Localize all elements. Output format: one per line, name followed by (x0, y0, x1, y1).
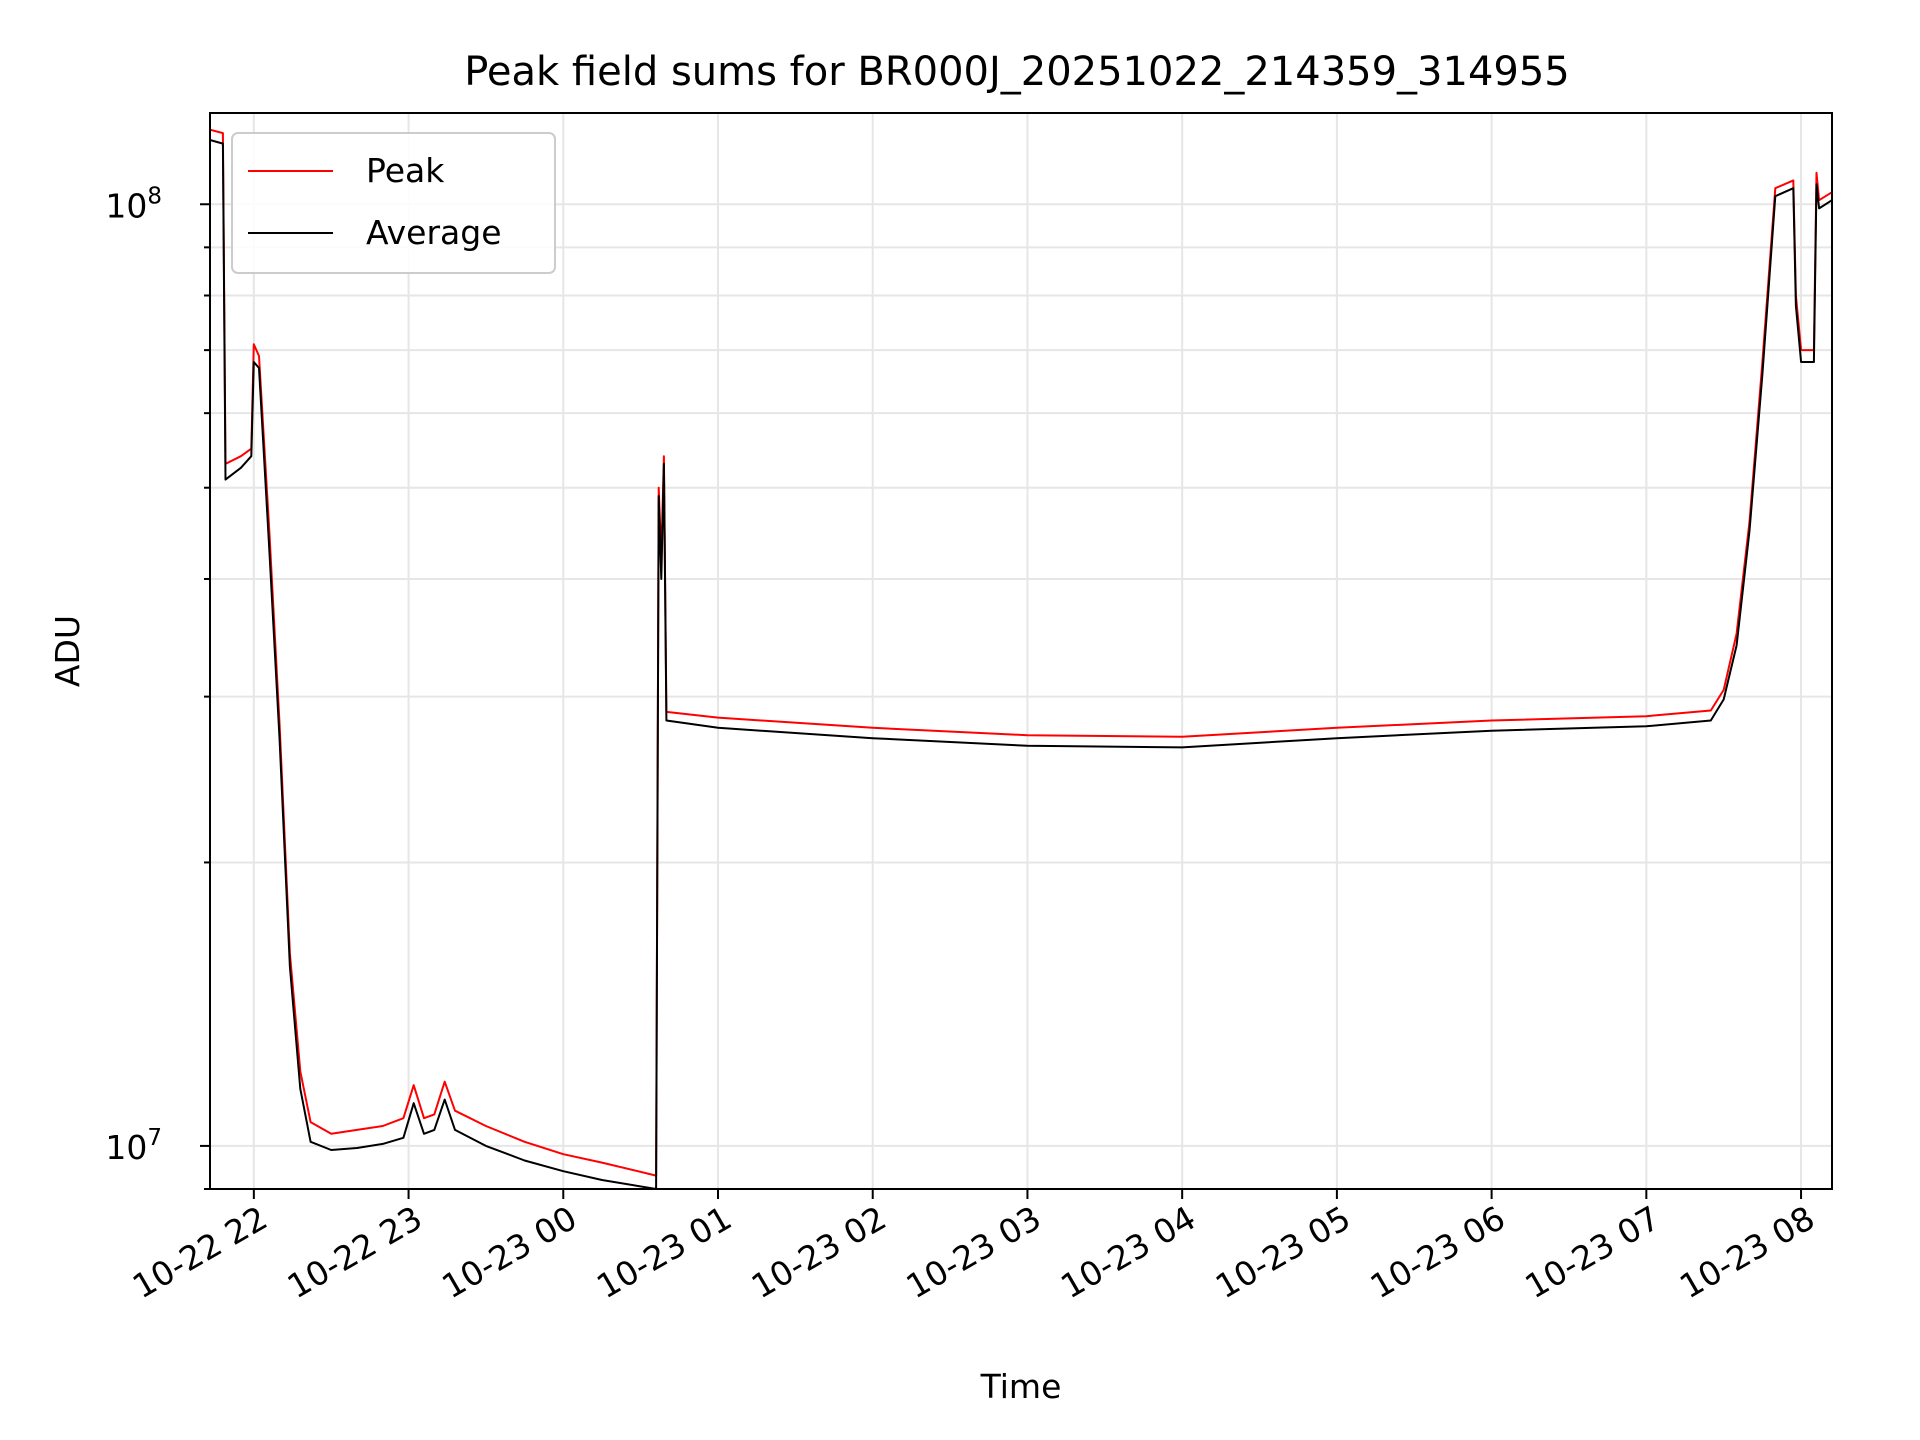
y-tick-label: 107 (105, 1125, 162, 1167)
legend-box (231, 132, 556, 274)
legend-label-peak: Peak (366, 151, 445, 190)
y-tick-label-base: 10 (105, 1128, 147, 1167)
y-tick-label-exponent: 8 (147, 183, 162, 209)
x-axis-label: Time (980, 1367, 1062, 1406)
y-axis-label: ADU (48, 615, 87, 687)
legend-label-average: Average (366, 213, 502, 252)
plot-frame (209, 112, 1833, 1190)
y-tick-label-base: 10 (105, 186, 147, 225)
series-line-average (209, 139, 1833, 1190)
y-tick-label: 108 (105, 183, 162, 225)
y-tick-label-exponent: 7 (147, 1125, 162, 1151)
series-layer (209, 128, 1833, 1190)
chart-title: Peak field sums for BR000J_20251022_2143… (464, 49, 1570, 95)
legend: Peak Average (231, 132, 556, 274)
gridlines (210, 113, 1832, 1190)
